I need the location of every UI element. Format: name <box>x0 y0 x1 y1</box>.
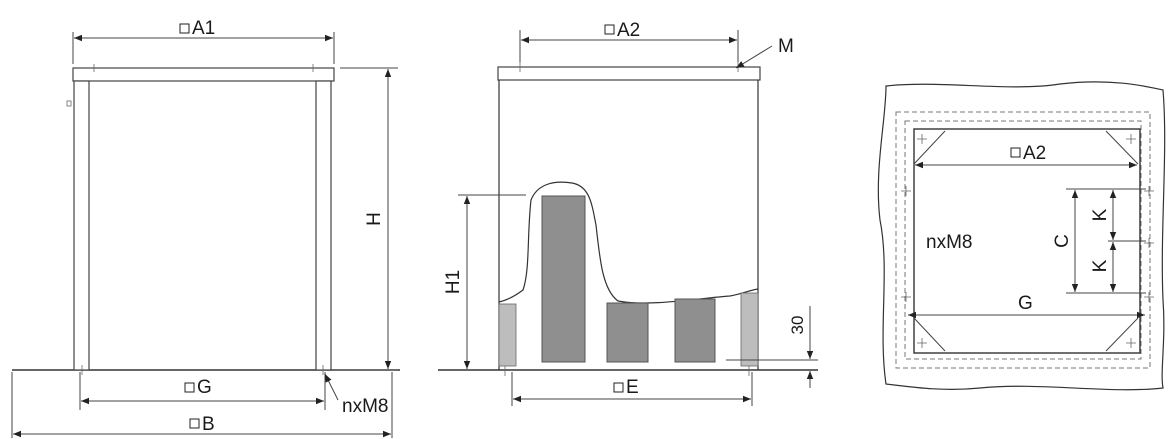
square-symbol-a2-section <box>604 24 615 35</box>
front-top-plate <box>72 67 335 82</box>
label-a2-plan: A2 <box>1023 143 1046 164</box>
section-view: A2 M H1 30 E <box>438 20 818 406</box>
label-k-lower: K <box>1090 259 1111 272</box>
filter-element-left-partial <box>498 303 517 367</box>
square-symbol-e <box>613 382 624 393</box>
label-g: G <box>197 377 212 398</box>
label-e: E <box>626 377 639 398</box>
section-top-cap <box>497 66 761 81</box>
label-h1: H1 <box>443 270 464 294</box>
square-symbol-a1 <box>179 23 190 34</box>
label-k-upper: K <box>1090 208 1111 221</box>
plan-dashed-frame-inner <box>904 120 1142 360</box>
plan-dashed-frame-outer <box>895 111 1151 369</box>
label-a2-section: A2 <box>617 20 640 41</box>
front-view: A1 H G B nxM8 <box>11 18 400 438</box>
square-symbol-b <box>189 418 200 429</box>
square-symbol-g <box>184 382 195 393</box>
filter-element-right-partial <box>740 292 759 367</box>
label-nxm8-plan: nxM8 <box>926 232 972 253</box>
front-right-leg <box>315 80 332 371</box>
front-left-leg <box>73 80 90 371</box>
label-a1: A1 <box>192 18 215 39</box>
front-small-tab <box>66 100 72 107</box>
leader-m <box>735 45 773 69</box>
filter-element-3 <box>674 298 716 363</box>
square-symbol-a2-plan <box>1010 147 1021 158</box>
label-c: C <box>1052 234 1073 248</box>
plan-view: A2 C K K nxM8 G <box>877 81 1166 391</box>
fixing-crosses <box>901 134 1154 348</box>
label-30: 30 <box>788 316 807 335</box>
label-m: M <box>778 36 794 57</box>
label-b: B <box>202 414 215 435</box>
label-g-plan: G <box>1018 293 1033 314</box>
filter-element-2 <box>606 302 649 363</box>
label-nxm8-front: nxM8 <box>342 396 388 417</box>
plan-outer-outline <box>877 81 1166 391</box>
section-break-line <box>498 181 759 304</box>
leader-nxm8-front <box>324 373 339 401</box>
filter-element-1 <box>541 195 586 363</box>
label-h: H <box>364 212 385 226</box>
